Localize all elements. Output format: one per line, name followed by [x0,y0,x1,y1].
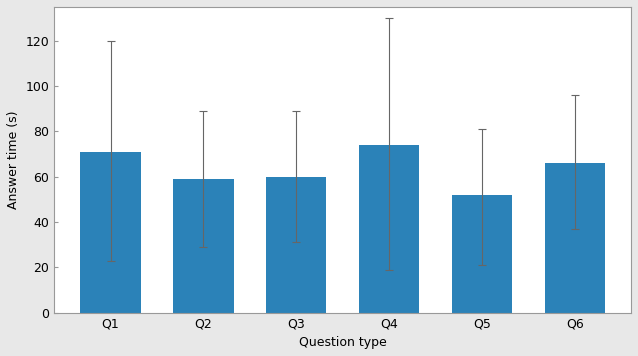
Bar [359,145,419,313]
X-axis label: Question type: Question type [299,336,387,349]
Bar [452,195,512,313]
Y-axis label: Answer time (s): Answer time (s) [7,111,20,209]
Bar [80,152,141,313]
Bar [174,179,234,313]
Bar [544,163,605,313]
Bar [266,177,327,313]
